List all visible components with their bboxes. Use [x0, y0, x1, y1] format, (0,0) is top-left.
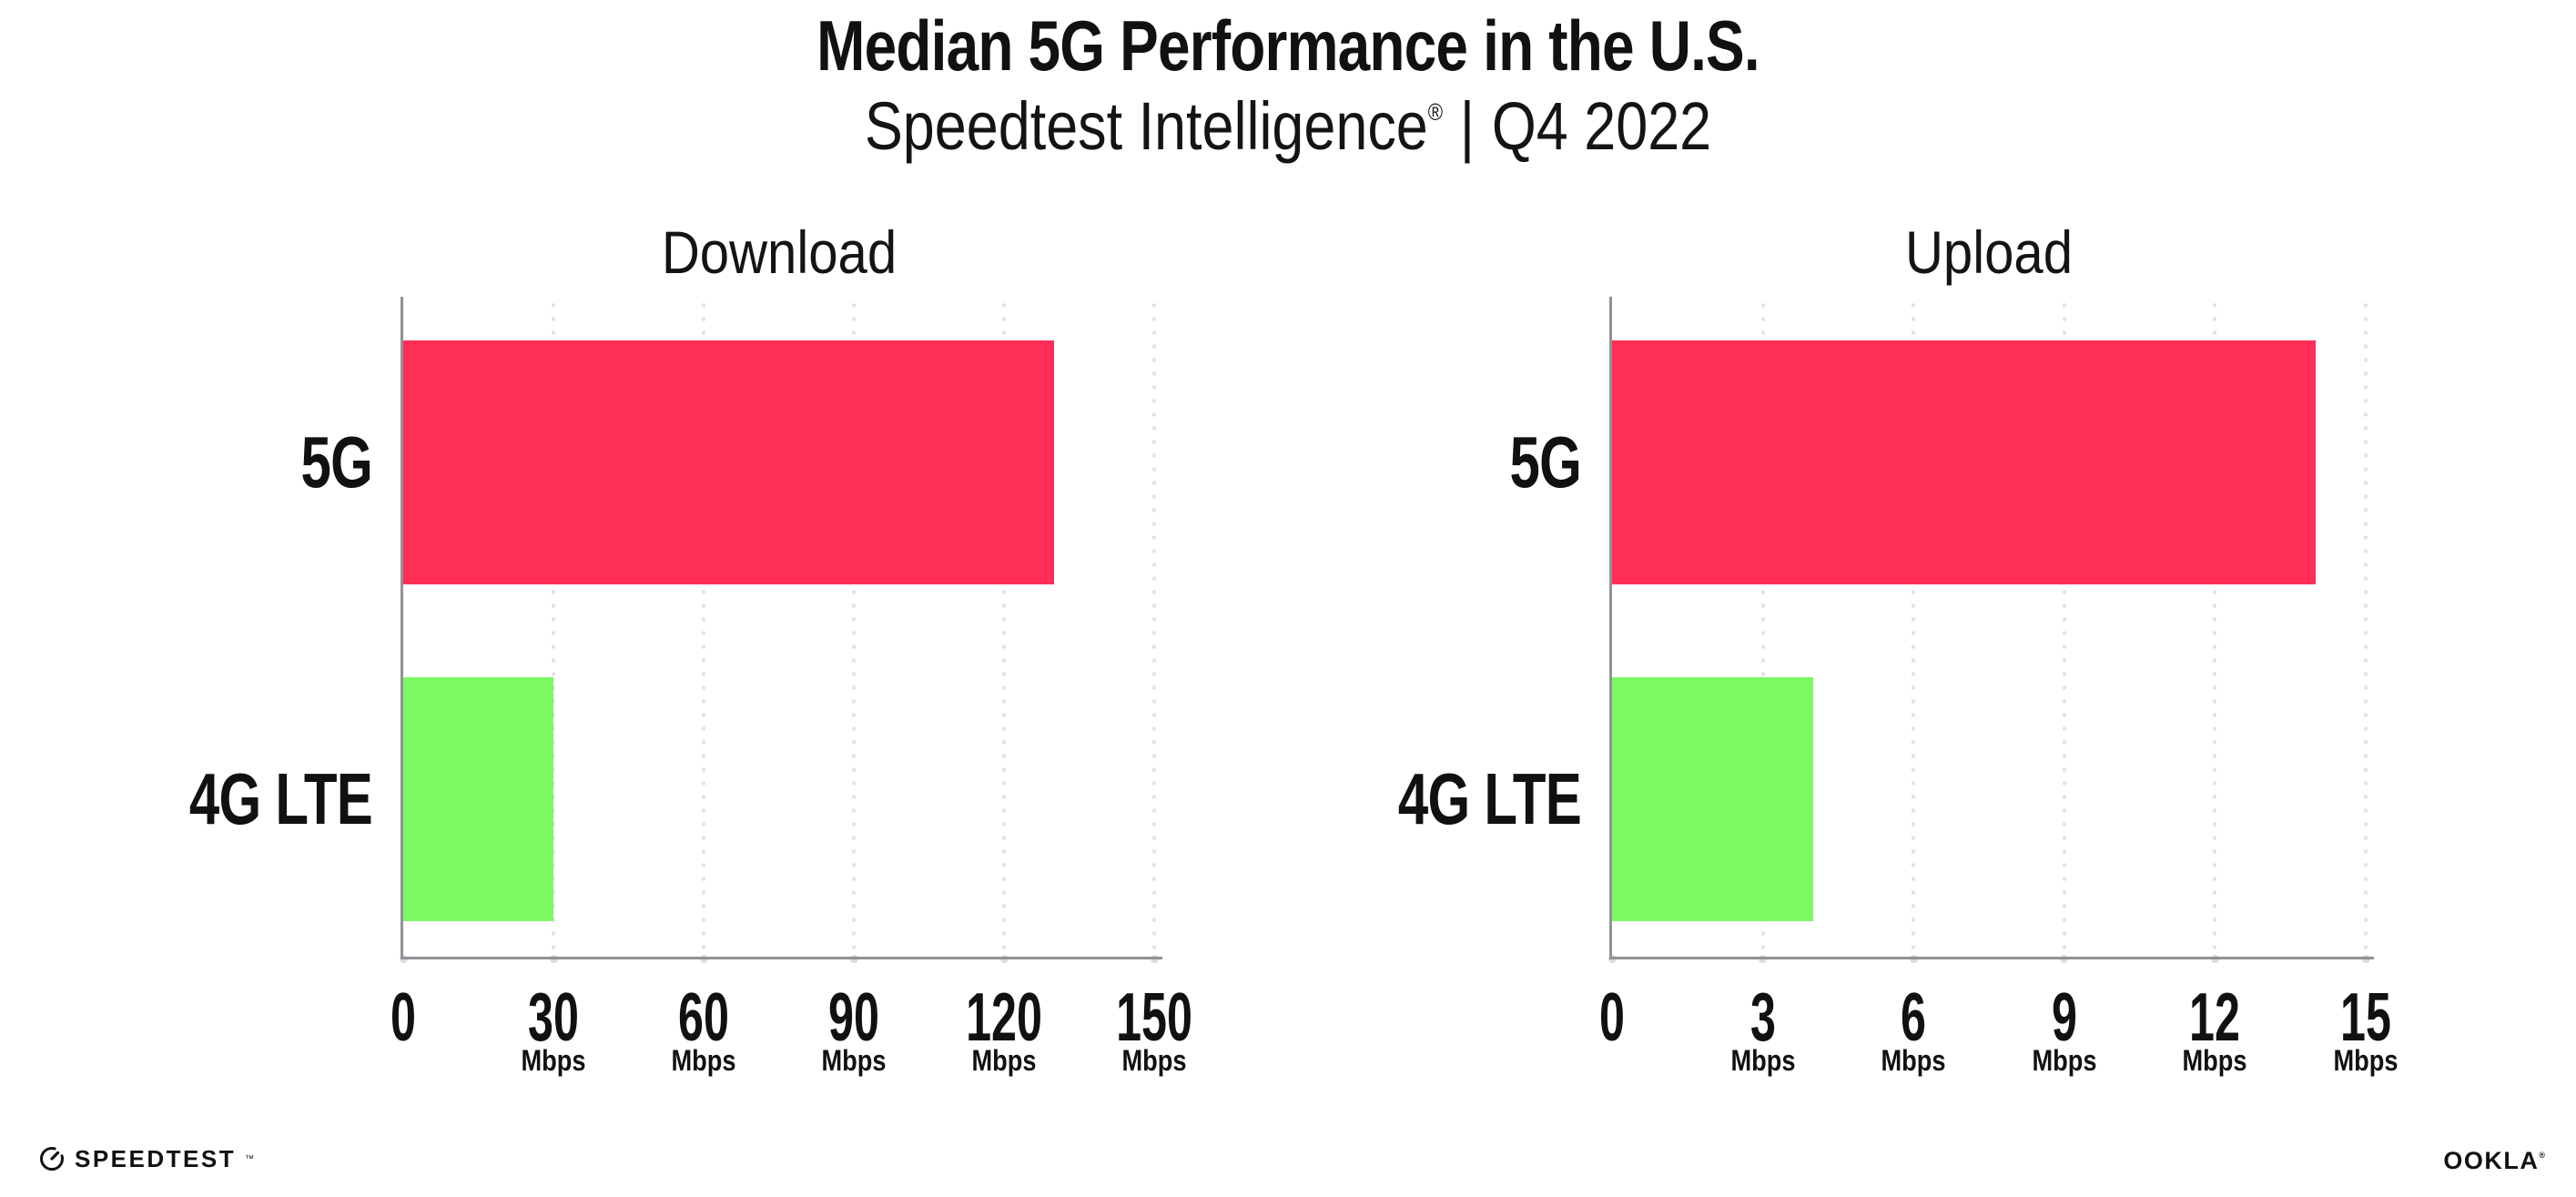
speedtest-logo: SPEEDTEST ™: [38, 1143, 254, 1174]
download-gridline-90: [852, 299, 856, 959]
chart-title-upload: Upload: [1904, 218, 2074, 286]
download-x-axis: [401, 957, 1162, 959]
upload-x-tick-3: 3: [1749, 979, 1776, 1055]
chart-title-download: Download: [661, 218, 897, 286]
upload-gridline-12: [2213, 299, 2217, 959]
upload-bar-5g: [1612, 340, 2316, 584]
download-row-label-5g: 5G: [300, 421, 372, 502]
download-x-tick-150: 150: [1116, 979, 1192, 1055]
upload-gridline-3: [1760, 299, 1765, 959]
upload-gridline-9: [2062, 299, 2066, 959]
download-x-tick-unit-120: Mbps: [971, 1044, 1037, 1077]
upload-x-tick-unit-12: Mbps: [2182, 1044, 2247, 1077]
upload-y-axis: [1609, 297, 1612, 959]
download-x-tick-60: 60: [678, 979, 729, 1055]
download-gridline-120: [1002, 299, 1006, 959]
download-gridline-30: [552, 299, 555, 959]
download-gridline-60: [702, 299, 705, 959]
upload-x-tick-unit-9: Mbps: [2032, 1044, 2097, 1077]
upload-gridline-15: [2364, 299, 2368, 959]
upload-x-tick-15: 15: [2340, 979, 2391, 1055]
upload-x-tick-unit-3: Mbps: [1730, 1044, 1796, 1077]
speedtest-gauge-icon: [40, 1147, 64, 1171]
trademark-icon: ™: [245, 1153, 255, 1164]
upload-x-tick-12: 12: [2189, 979, 2241, 1055]
upload-x-tick-6: 6: [1901, 979, 1927, 1055]
page-title: Median 5G Performance in the U.S.: [816, 5, 1760, 86]
registered-mark-icon: ®: [2539, 1151, 2545, 1160]
download-y-axis: [401, 297, 403, 959]
download-x-tick-90: 90: [828, 979, 879, 1055]
upload-x-axis: [1609, 957, 2374, 959]
download-x-tick-unit-60: Mbps: [671, 1044, 736, 1077]
upload-row-label-4g-lte: 4G LTE: [1397, 758, 1582, 839]
download-bar-4g-lte: [403, 677, 553, 921]
ookla-logo: OOKLA®: [2443, 1147, 2545, 1175]
download-x-tick-120: 120: [966, 979, 1042, 1055]
subtitle-period: Q4 2022: [1491, 88, 1712, 164]
download-bar-5g: [403, 340, 1054, 584]
download-x-tick-0: 0: [390, 979, 416, 1055]
download-gridline-150: [1152, 299, 1156, 959]
speedtest-wordmark: SPEEDTEST: [75, 1144, 237, 1172]
upload-x-tick-0: 0: [1599, 979, 1625, 1055]
registered-mark-icon: ®: [1427, 98, 1444, 126]
upload-x-tick-unit-6: Mbps: [1881, 1044, 1946, 1077]
download-x-tick-unit-90: Mbps: [821, 1044, 887, 1077]
upload-x-tick-9: 9: [2051, 979, 2077, 1055]
download-row-label-4g-lte: 4G LTE: [188, 758, 373, 839]
upload-x-tick-unit-15: Mbps: [2333, 1044, 2399, 1077]
subtitle-separator: |: [1459, 88, 1476, 164]
download-x-tick-30: 30: [528, 979, 579, 1055]
upload-bar-4g-lte: [1612, 677, 1813, 921]
download-x-tick-unit-150: Mbps: [1121, 1044, 1187, 1077]
download-x-tick-unit-30: Mbps: [521, 1044, 586, 1077]
page-subtitle: Speedtest Intelligence® | Q4 2022: [193, 91, 2383, 162]
ookla-wordmark: OOKLA: [2443, 1147, 2540, 1174]
upload-gridline-6: [1912, 299, 1916, 959]
upload-row-label-5g: 5G: [1509, 421, 1581, 502]
subtitle-brand: Speedtest Intelligence: [864, 88, 1428, 164]
